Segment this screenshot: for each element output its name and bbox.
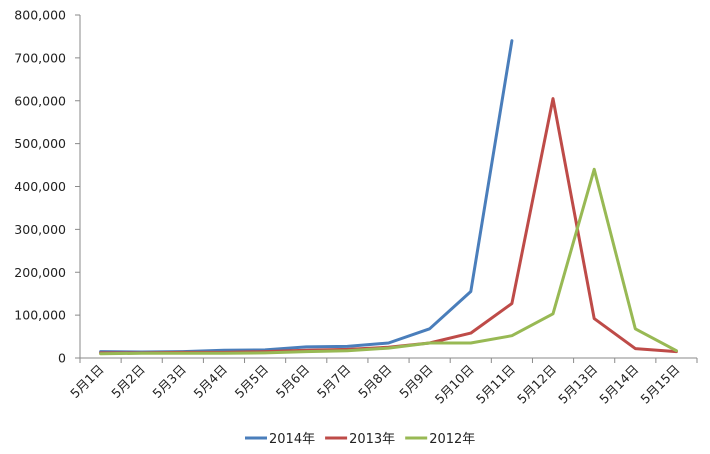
y-tick-label: 400,000 xyxy=(14,179,66,194)
y-tick-label: 200,000 xyxy=(14,265,66,280)
x-tick-label: 5月6日 xyxy=(273,362,313,402)
x-tick-label: 5月14日 xyxy=(596,362,641,407)
series-line-2014年 xyxy=(99,39,514,354)
y-tick-label: 500,000 xyxy=(14,136,66,151)
x-tick-label: 5月11日 xyxy=(473,362,518,407)
y-tick-label: 800,000 xyxy=(14,8,66,23)
x-tick-label: 5月7日 xyxy=(314,362,354,402)
x-tick-label: 5月13日 xyxy=(555,362,600,407)
x-tick-label: 5月15日 xyxy=(637,362,682,407)
x-tick-label: 5月2日 xyxy=(108,362,148,402)
x-tick-label: 5月4日 xyxy=(191,362,231,402)
legend: 2014年 2013年 2012年 xyxy=(245,432,475,447)
legend-label: 2014年 xyxy=(269,432,315,447)
x-axis: 5月1日 5月2日 5月3日 5月4日 5月5日 5月6日 5月7日 5月8日 5月9日5月10… xyxy=(67,357,698,407)
x-tick-label: 5月9日 xyxy=(396,362,436,402)
x-tick-label: 5月5日 xyxy=(232,362,272,402)
y-tick-label: 700,000 xyxy=(14,50,66,65)
x-tick-label: 5月10日 xyxy=(432,362,477,407)
legend-label: 2013年 xyxy=(349,432,395,447)
series-line-2012年 xyxy=(99,167,678,356)
y-tick-label: 300,000 xyxy=(14,222,66,237)
series-lines xyxy=(99,39,678,356)
y-axis: 0 100,000 200,000 300,000 400,000 500,000 600,… xyxy=(14,8,81,366)
x-tick-label: 5月1日 xyxy=(67,362,107,402)
x-tick-label: 5月8日 xyxy=(355,362,395,402)
y-tick-label: 0 xyxy=(58,351,66,366)
y-tick-label: 600,000 xyxy=(14,93,66,108)
legend-label: 2012年 xyxy=(429,432,475,447)
x-tick-label: 5月3日 xyxy=(149,362,189,402)
series-line-2013年 xyxy=(99,97,678,355)
y-tick-label: 100,000 xyxy=(14,308,66,323)
x-tick-label: 5月12日 xyxy=(514,362,559,407)
